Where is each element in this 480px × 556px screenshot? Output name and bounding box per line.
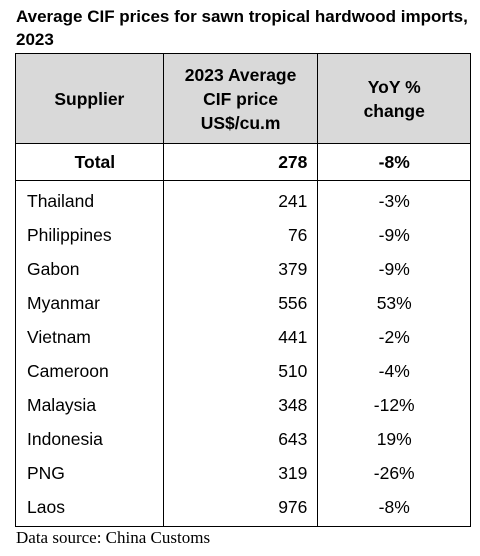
table-cell: 241: [162, 180, 318, 218]
table-cell: 19%: [317, 422, 471, 456]
table-cell: 278: [162, 143, 318, 181]
table-cell: -9%: [317, 218, 471, 252]
table-cell: -8%: [317, 143, 471, 181]
header-row: Supplier 2023 Average CIF price US$/cu.m YoY…: [15, 53, 471, 144]
table-cell: -2%: [317, 320, 471, 354]
header-line: YoY %: [367, 76, 421, 97]
table-row: Philippines 76 -9%: [15, 218, 471, 252]
source-note: Data source: China Customs: [16, 528, 211, 547]
table-cell: Laos: [15, 490, 164, 527]
column-header: 2023 Average CIF price US$/cu.m: [162, 53, 318, 144]
table-cell: Gabon: [15, 252, 164, 286]
table-cell: 976: [162, 490, 318, 527]
table-header: Supplier 2023 Average CIF price US$/cu.m YoY…: [15, 53, 471, 144]
table-body: Total 278 -8% Thailand 241 -3% Philippines 76 -9…: [15, 143, 471, 527]
table-cell: 556: [162, 286, 318, 320]
table-cell: Thailand: [15, 180, 164, 218]
table-cell: Vietnam: [15, 320, 164, 354]
header-line: CIF price: [203, 88, 279, 109]
table-cell: 510: [162, 354, 318, 388]
table-row: Cameroon 510 -4%: [15, 354, 471, 388]
table-cell: Cameroon: [15, 354, 164, 388]
table-row: Vietnam 441 -2%: [15, 320, 471, 354]
header-line: US$/cu.m: [200, 112, 281, 133]
table-row: Thailand 241 -3%: [15, 180, 471, 218]
table-cell: -3%: [317, 180, 471, 218]
table-cell: -12%: [317, 388, 471, 422]
table-row: Malaysia 348 -12%: [15, 388, 471, 422]
table-cell: -4%: [317, 354, 471, 388]
table-cell: Total: [15, 143, 164, 181]
column-header: YoY % change: [317, 53, 471, 144]
table-cell: -8%: [317, 490, 471, 527]
column-header: Supplier: [15, 53, 164, 144]
table-row: Indonesia 643 19%: [15, 422, 471, 456]
table-row: Total 278 -8%: [15, 143, 471, 181]
header-line: 2023 Average: [184, 64, 297, 85]
title: Average CIF prices for sawn tropical har…: [16, 7, 468, 49]
table-cell: Malaysia: [15, 388, 164, 422]
price-table: Supplier 2023 Average CIF price US$/cu.m YoY…: [15, 53, 471, 527]
table-cell: PNG: [15, 456, 164, 490]
table-row: PNG 319 -26%: [15, 456, 471, 490]
table-row: Laos 976 -8%: [15, 490, 471, 527]
table-cell: 53%: [317, 286, 471, 320]
header-line: change: [363, 100, 425, 121]
table-row: Myanmar 556 53%: [15, 286, 471, 320]
table-cell: 348: [162, 388, 318, 422]
table-cell: 441: [162, 320, 318, 354]
table-cell: Indonesia: [15, 422, 164, 456]
table-cell: -26%: [317, 456, 471, 490]
table-cell: 76: [162, 218, 318, 252]
table-cell: Philippines: [15, 218, 164, 252]
table-row: Gabon 379 -9%: [15, 252, 471, 286]
table-cell: 379: [162, 252, 318, 286]
table-cell: 643: [162, 422, 318, 456]
table-cell: 319: [162, 456, 318, 490]
table-cell: -9%: [317, 252, 471, 286]
table-cell: Myanmar: [15, 286, 164, 320]
